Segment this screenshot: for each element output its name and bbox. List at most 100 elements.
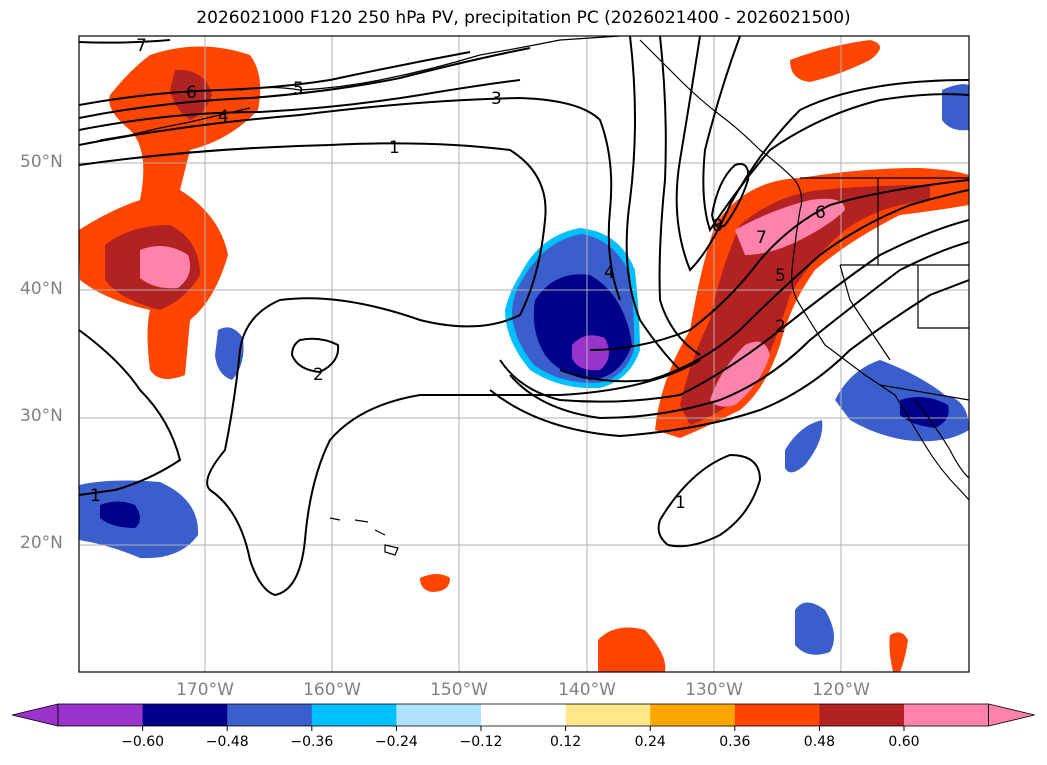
colorbar-tick-label: −0.24 <box>374 734 418 750</box>
colorbar-segment <box>142 704 228 726</box>
pv-contour-jet-d <box>559 189 969 383</box>
contour-label: 1 <box>389 138 400 158</box>
colorbar-tick-label: 0.36 <box>719 734 751 750</box>
lon-label-160w: 160°W <box>303 680 361 700</box>
colorbar-tick-label: 0.48 <box>803 734 835 750</box>
colorbar-segment <box>565 704 651 726</box>
pv-contour-1 <box>79 142 701 597</box>
contour-label: 1 <box>90 486 101 506</box>
precip-field-coast-max <box>710 341 770 407</box>
lon-label-170w: 170°W <box>176 680 234 700</box>
colorbar-segment <box>904 704 990 726</box>
precip-negative-fields <box>79 84 969 655</box>
map-plot-area: 7 6 5 4 3 1 2 1 4 8 7 6 5 2 1 <box>79 36 969 672</box>
contour-label: 8 <box>712 216 723 236</box>
contour-label: 1 <box>675 493 686 513</box>
colorbar-outline <box>57 703 989 727</box>
pv-contour-jet-e <box>589 179 969 351</box>
pv-contour-jet-f <box>675 36 969 272</box>
contour-label: 3 <box>491 89 502 109</box>
precip-field-nw-strong <box>170 69 212 120</box>
precip-field-ne <box>942 84 969 131</box>
colorbar-segments <box>11 703 1035 731</box>
contour-label: 6 <box>186 83 197 103</box>
lon-label-140w: 140°W <box>558 680 616 700</box>
contour-label: 6 <box>815 203 826 223</box>
colorbar-segment <box>819 704 905 726</box>
lat-label-50n: 50°N <box>20 152 63 172</box>
pv-contour-1-west <box>79 329 182 496</box>
lat-label-30n: 30°N <box>20 406 63 426</box>
coast-canada <box>639 39 803 211</box>
pv-contour-5 <box>79 47 531 119</box>
border-states2 <box>917 265 969 329</box>
colorbar-tick-label: 0.24 <box>634 734 666 750</box>
contour-label: 7 <box>756 228 767 248</box>
colorbar-segment <box>481 704 567 726</box>
pv-contour-jet-b <box>509 241 969 420</box>
colorbar-tick-label: −0.36 <box>290 734 334 750</box>
precip-field-w <box>215 327 244 380</box>
colorbar-tick-label: −0.60 <box>121 734 165 750</box>
pv-contour-jet-c <box>489 279 969 438</box>
colorbar-tick-label: −0.12 <box>459 734 503 750</box>
pv-contour-jet-a <box>499 219 969 403</box>
colorbar-segment <box>396 704 482 726</box>
precip-field-se2 <box>785 420 823 473</box>
map-gridlines <box>79 36 969 672</box>
lon-label-130w: 130°W <box>685 680 743 700</box>
border-us-mexico <box>879 384 969 401</box>
contour-label: 4 <box>604 263 615 283</box>
contour-label: 5 <box>775 266 786 286</box>
contour-label: 7 <box>136 36 147 56</box>
pv-contour-7-north <box>79 39 171 44</box>
precip-field-alaska <box>790 40 880 82</box>
precip-field-south3 <box>889 632 908 672</box>
contour-label: 2 <box>775 317 786 337</box>
precip-field-sw-strong <box>100 501 140 528</box>
coast-baja <box>894 394 969 501</box>
colorbar-segment <box>58 704 144 726</box>
pv-contour-3-mid <box>658 36 701 356</box>
contour-labels: 7 6 5 4 3 1 2 1 4 8 7 6 5 2 1 <box>90 36 826 513</box>
lon-label-120w: 120°W <box>812 680 870 700</box>
contour-label: 2 <box>313 365 324 385</box>
pv-contour-1-south <box>657 453 762 548</box>
pv-contour-4 <box>79 79 521 131</box>
map-frame <box>78 35 970 673</box>
pv-contour-8-loop <box>710 163 750 228</box>
precip-field-south1 <box>420 574 450 592</box>
pv-contour-3 <box>79 96 621 301</box>
colorbar-segment <box>734 704 820 726</box>
pv-contour-jet-g <box>702 36 969 233</box>
colorbar-segment <box>311 704 397 726</box>
precip-field-south2 <box>598 627 666 672</box>
colorbar-tick-label: 0.12 <box>550 734 582 750</box>
colorbar-segment <box>227 704 313 726</box>
lat-label-20n: 20°N <box>20 533 63 553</box>
pv-contour-2-loop <box>290 337 340 374</box>
pv-contours <box>79 36 969 597</box>
precip-field-south-blue <box>795 602 834 655</box>
coast-alaska <box>239 36 621 91</box>
coastlines <box>99 36 969 556</box>
colorbar-tick-label: 0.60 <box>888 734 920 750</box>
precip-field-central-max <box>572 335 609 371</box>
lon-label-150w: 150°W <box>430 680 488 700</box>
colorbar-extend-high <box>988 703 1035 727</box>
precip-field-nw-max <box>140 246 191 289</box>
coast-us-west <box>791 209 896 396</box>
map-title: 2026021000 F120 250 hPa PV, precipitatio… <box>196 8 851 28</box>
lat-label-40n: 40°N <box>20 279 63 299</box>
colorbar-tick-label: −0.48 <box>205 734 249 750</box>
border-states4 <box>839 264 891 361</box>
coast-baja-inner <box>914 399 969 479</box>
coast-hawaii <box>329 517 399 556</box>
contour-label: 4 <box>218 107 229 127</box>
colorbar-extend-low <box>11 703 59 727</box>
pv-contour-6 <box>79 51 471 106</box>
contour-label: 5 <box>293 79 304 99</box>
colorbar-segment <box>650 704 736 726</box>
